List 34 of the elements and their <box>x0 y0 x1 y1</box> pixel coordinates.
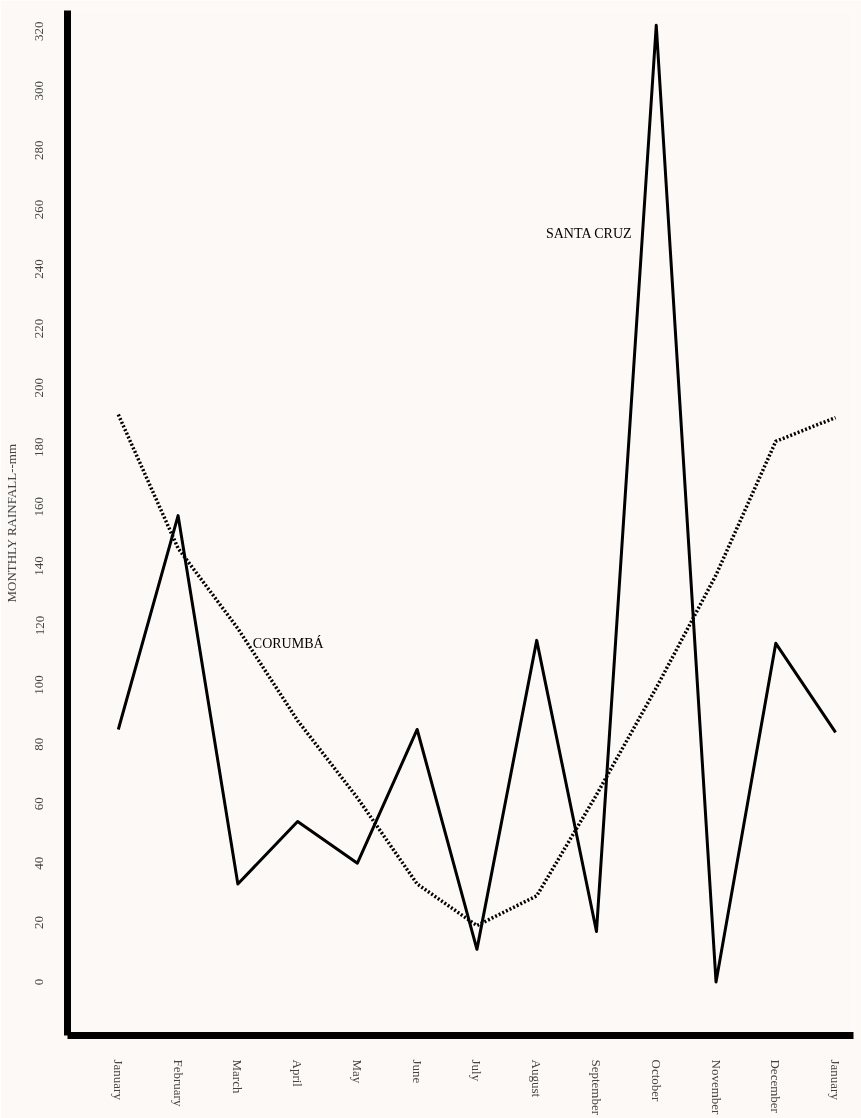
x-tick-label: June <box>409 1059 425 1084</box>
y-tick-label: 40 <box>31 856 47 870</box>
series-label: SANTA CRUZ <box>545 225 632 241</box>
y-tick-label: 200 <box>31 378 47 398</box>
x-tick-label: July <box>469 1059 485 1082</box>
series-label: CORUMBÁ <box>252 634 325 651</box>
x-tick-label: January <box>828 1059 844 1101</box>
x-tick-label: October <box>648 1059 664 1103</box>
line-series <box>116 23 838 984</box>
y-tick-label: 0 <box>31 978 47 986</box>
y-tick-label: 220 <box>31 318 47 339</box>
y-tick-label: 20 <box>31 916 47 930</box>
y-tick-label: 280 <box>31 140 47 160</box>
y-tick-label: 60 <box>31 797 47 811</box>
y-tick-label: 240 <box>31 259 47 279</box>
x-tick-label: August <box>529 1059 545 1098</box>
y-tick-label: 320 <box>31 21 47 42</box>
x-tick-label: January <box>110 1059 126 1101</box>
y-tick-label: 120 <box>31 615 47 636</box>
x-tick-label: March <box>230 1059 246 1094</box>
y-tick-label: 80 <box>31 737 47 751</box>
y-tick-label: 160 <box>31 496 47 517</box>
y-axis-title: MONTHLY RAINFALL--mm <box>3 443 19 603</box>
x-tick-label: May <box>349 1059 365 1084</box>
x-tick-label: April <box>290 1059 306 1088</box>
y-tick-label: 260 <box>31 199 47 220</box>
y-tick-label: 300 <box>31 80 47 101</box>
x-tick-label: December <box>768 1059 784 1114</box>
x-tick-label: February <box>170 1059 186 1107</box>
x-tick-label: September <box>588 1059 604 1116</box>
y-tick-label: 140 <box>31 556 47 576</box>
y-tick-label: 180 <box>31 437 47 457</box>
x-tick-label: November <box>708 1059 724 1116</box>
y-tick-label: 100 <box>31 675 47 695</box>
